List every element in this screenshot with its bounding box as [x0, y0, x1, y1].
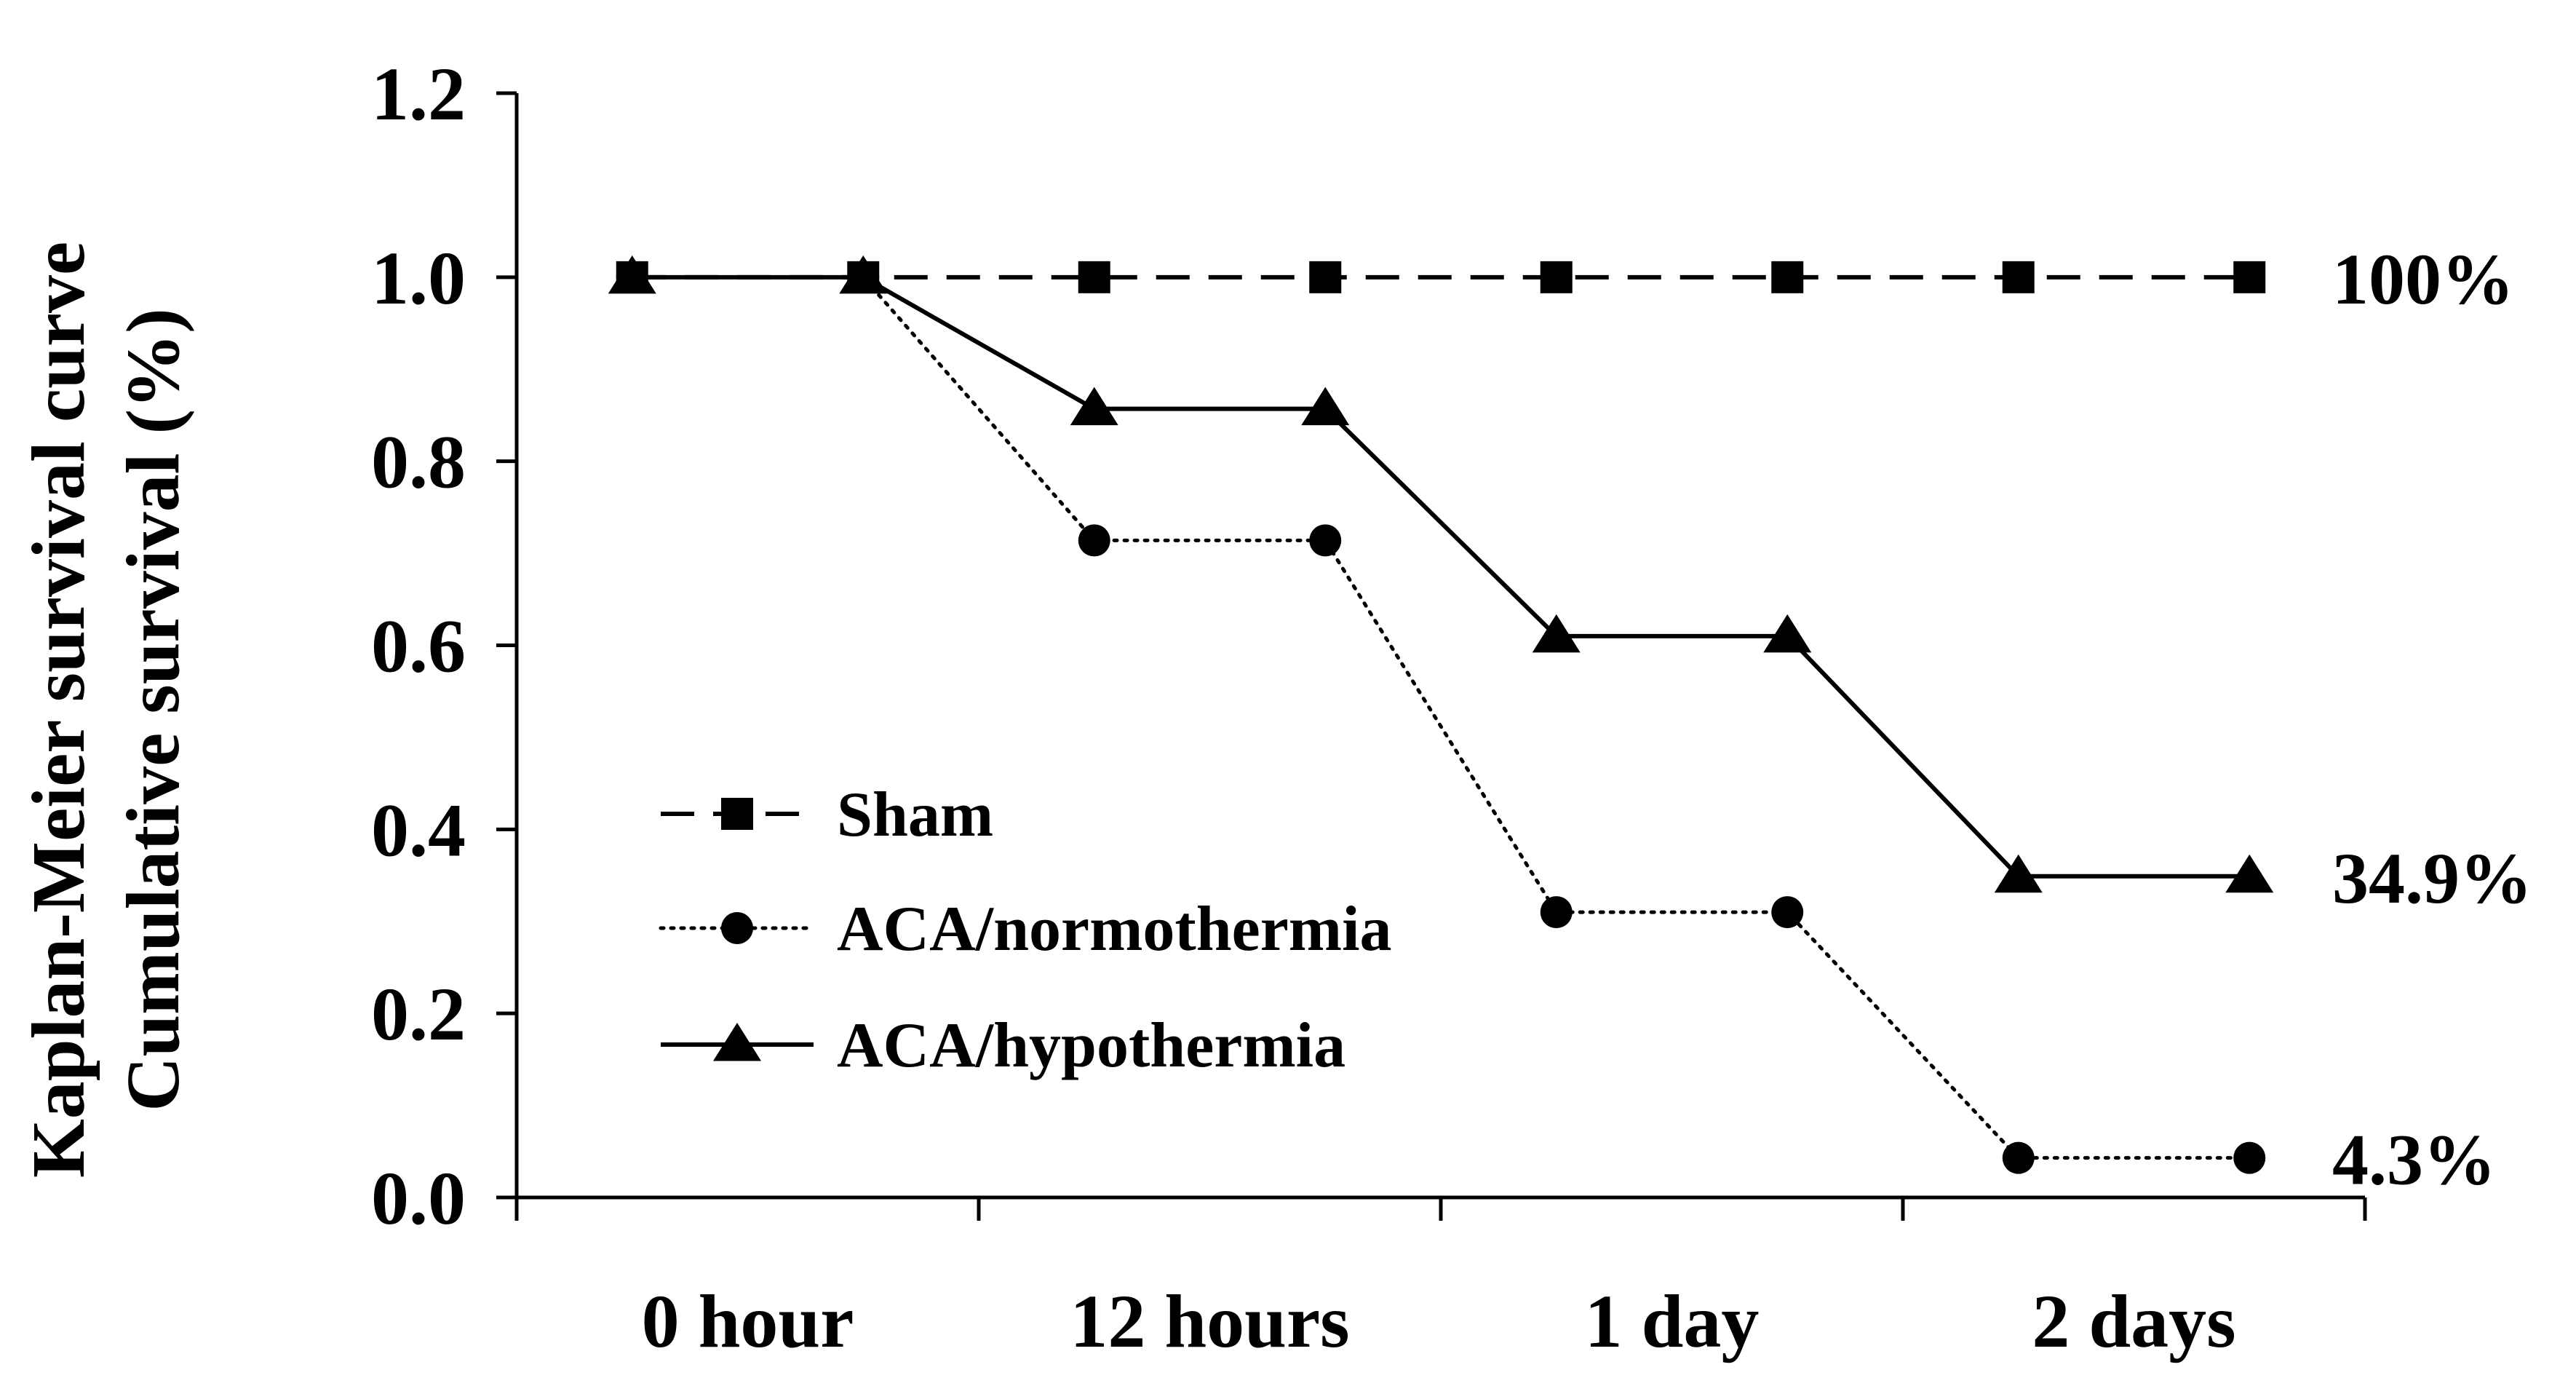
square-marker [2233, 261, 2266, 293]
triangle-marker [839, 255, 888, 294]
square-marker [721, 798, 753, 830]
circle-marker [721, 912, 753, 944]
triangle-marker [1763, 614, 1812, 653]
circle-marker [1540, 896, 1573, 929]
circle-marker [1078, 524, 1110, 557]
square-marker [1309, 261, 1342, 293]
circle-marker [2233, 1141, 2266, 1174]
x-tick-label: 1 day [1585, 1280, 1760, 1363]
circle-marker [1309, 524, 1342, 557]
square-marker [2002, 261, 2035, 293]
triangle-marker [2225, 854, 2274, 893]
triangle-marker [1994, 854, 2043, 893]
legend-label: ACA/hypothermia [837, 1010, 1345, 1081]
y-tick-label: 0.4 [371, 788, 466, 872]
triangle-marker [1532, 614, 1581, 653]
legend-item: ACA/normothermia [659, 894, 1392, 965]
y-tick-label: 0.0 [371, 1157, 466, 1240]
square-marker [1540, 261, 1573, 293]
y-tick-label: 0.2 [371, 973, 466, 1056]
series-line-aca-hypothermia [632, 274, 2250, 879]
y-tick-label: 1.2 [371, 52, 466, 136]
circle-marker [1771, 896, 1804, 929]
triangle-marker [608, 255, 656, 294]
y-tick-label: 0.6 [371, 605, 466, 689]
end-value-label: 4.3% [2332, 1120, 2496, 1200]
end-value-label: 34.9% [2332, 838, 2532, 919]
triangle-marker [713, 1023, 761, 1061]
legend-item: Sham [661, 780, 993, 850]
triangle-marker [1301, 387, 1350, 426]
circle-marker [2002, 1141, 2035, 1174]
axes: 0.0 0.2 0.4 0.6 0.8 1.0 1.2 0 hour 12 hours 1 day… [371, 52, 2367, 1363]
y-axis-label-line-2: Cumulative survival (%) [111, 308, 195, 1112]
y-tick-label: 0.8 [371, 421, 466, 504]
legend-label: ACA/normothermia [837, 894, 1392, 965]
legend-label: Sham [837, 780, 993, 850]
y-axis-label-line-1: Kaplan-Meier survival curve [17, 242, 100, 1178]
triangle-marker [1070, 387, 1118, 426]
series-layer [608, 255, 2274, 1174]
end-value-label: 100% [2332, 239, 2514, 320]
x-tick-label: 2 days [2032, 1280, 2235, 1363]
x-tick-label: 0 hour [642, 1280, 854, 1363]
legend-item: ACA/hypothermia [661, 1010, 1345, 1081]
square-marker [1078, 261, 1110, 293]
series-line-aca-normothermia [630, 275, 2251, 1160]
square-marker [1771, 261, 1804, 293]
labels-layer: Kaplan-Meier survival curve Cumulative s… [17, 239, 2532, 1200]
y-tick-label: 1.0 [371, 237, 466, 320]
x-tick-label: 12 hours [1070, 1280, 1349, 1363]
legend: Sham ACA/normothermia ACA/hypothermia [659, 780, 1392, 1081]
series-aca-hypothermia [608, 255, 2274, 893]
